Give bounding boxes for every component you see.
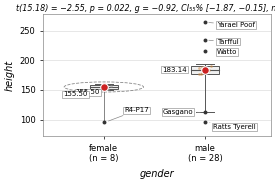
- Title: t(15.18) = −2.55, p = 0.022, g = −0.92, CI₅₅% [−1.87, −0.15], n = 36: t(15.18) = −2.55, p = 0.022, g = −0.92, …: [16, 4, 275, 13]
- Point: [106, 88, 110, 91]
- Text: 183.14: 183.14: [162, 67, 187, 73]
- Point: [203, 39, 207, 42]
- Point: [102, 84, 107, 87]
- Point: [197, 73, 201, 76]
- Point: [205, 70, 210, 72]
- Point: [203, 71, 207, 74]
- Text: Ratts Tyerell: Ratts Tyerell: [210, 122, 256, 130]
- FancyBboxPatch shape: [90, 85, 118, 89]
- Point: [96, 88, 100, 91]
- Point: [203, 21, 207, 24]
- Point: [200, 65, 204, 68]
- Text: R4-P17: R4-P17: [108, 107, 149, 121]
- Point: [102, 83, 106, 85]
- Point: [209, 64, 213, 67]
- Text: Tarfful: Tarfful: [209, 39, 239, 45]
- Point: [101, 87, 105, 90]
- Point: [203, 69, 207, 72]
- Point: [105, 85, 109, 88]
- Point: [203, 49, 207, 52]
- FancyBboxPatch shape: [191, 66, 219, 74]
- Point: [102, 121, 106, 124]
- Point: [108, 85, 113, 88]
- Point: [201, 68, 205, 71]
- Text: 155.50: 155.50: [76, 89, 100, 95]
- Text: Yarael Poof: Yarael Poof: [209, 22, 255, 28]
- Point: [200, 72, 204, 75]
- Point: [199, 72, 203, 75]
- X-axis label: gender: gender: [140, 169, 174, 179]
- Text: 155.50: 155.50: [63, 91, 88, 97]
- Point: [203, 121, 207, 124]
- Point: [207, 69, 211, 72]
- Point: [102, 85, 106, 88]
- Text: Watto: Watto: [217, 49, 238, 55]
- Y-axis label: height: height: [4, 59, 14, 91]
- Point: [197, 66, 201, 69]
- Text: Gasgano: Gasgano: [163, 109, 200, 115]
- Point: [202, 68, 207, 71]
- Point: [203, 111, 207, 114]
